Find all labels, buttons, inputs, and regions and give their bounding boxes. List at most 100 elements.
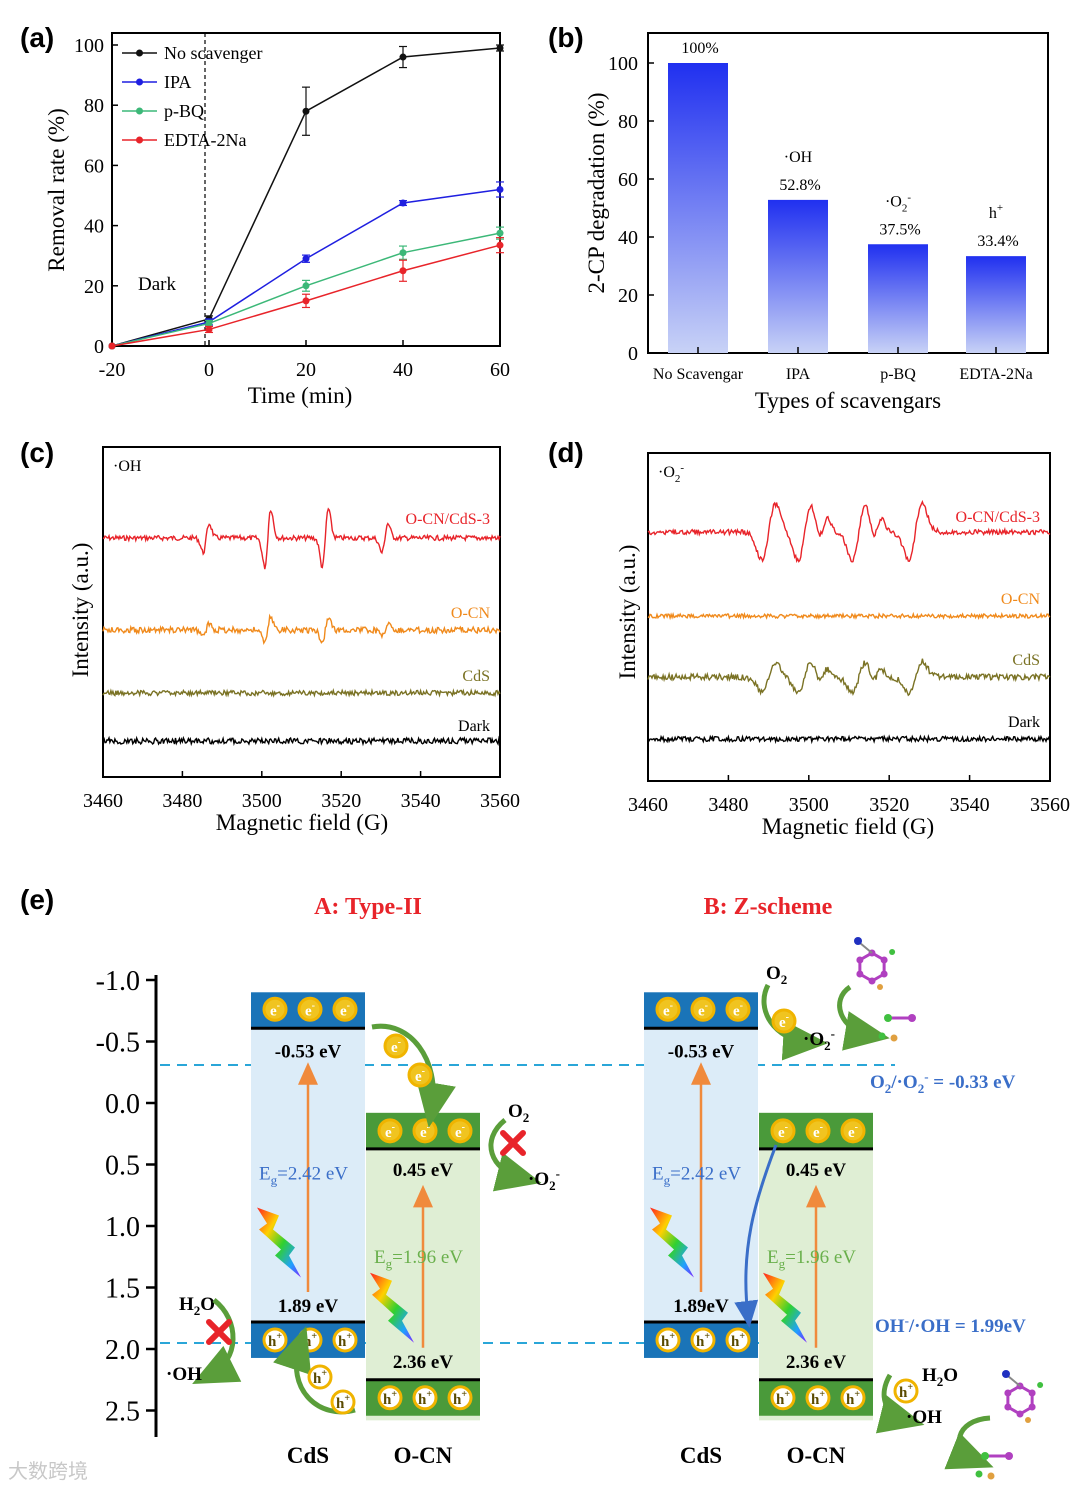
- reduction-arrow: [488, 1118, 542, 1192]
- bar-ipa: [768, 199, 828, 353]
- electron-icon: [407, 1062, 433, 1088]
- axis-xlabel-d: Magnetic field (G): [762, 814, 934, 839]
- title-type-ii: A: Type-II: [314, 894, 422, 920]
- ytick-label-b: 60: [618, 169, 638, 191]
- electron-icon: [655, 996, 681, 1022]
- bar-p-bq: [868, 244, 928, 353]
- legend-label: p-BQ: [164, 101, 204, 121]
- xtick-label-a: 40: [393, 359, 413, 381]
- axis-ylabel-c: Intensity (a.u.): [68, 543, 93, 678]
- o2-potential-label: O2/·O2- = -0.33 eV: [870, 1069, 1016, 1096]
- data-point: [302, 107, 310, 115]
- trace-label: CdS: [1012, 652, 1040, 669]
- cds-label: CdS: [680, 1443, 722, 1468]
- species-label: ·O2-: [885, 191, 911, 214]
- legend-label: No scavenger: [164, 43, 262, 63]
- water-label: H2O: [922, 1365, 958, 1389]
- carrier-symbol: e-: [385, 1122, 395, 1141]
- potential-tick-label: 0.0: [105, 1089, 140, 1120]
- series-edta-2na: [108, 237, 504, 350]
- electron-icon: [383, 1033, 409, 1059]
- panel-e-label: (e): [20, 884, 54, 915]
- ocn-label: O-CN: [394, 1443, 453, 1468]
- plot-frame-b: [647, 32, 1049, 354]
- degradation-products-icon: [975, 1452, 1013, 1480]
- data-point: [205, 325, 213, 333]
- blocked-icon: [206, 1319, 232, 1345]
- reduction-arrow: [761, 983, 828, 1061]
- trace-label: O-CN/CdS-3: [956, 509, 1040, 526]
- potential-tick-label: 2.0: [105, 1335, 140, 1366]
- oxidation-arrow: [875, 1373, 925, 1434]
- hole-icon: [893, 1378, 919, 1404]
- ocn-vb-value: 2.36 eV: [786, 1352, 846, 1373]
- ytick-label-a: 60: [84, 155, 104, 177]
- ytick-label-b: 20: [618, 285, 638, 307]
- legend-marker: [136, 49, 143, 57]
- water-label: H2O: [179, 1294, 215, 1318]
- carrier-symbol: e-: [779, 1012, 789, 1031]
- axis-xlabel-b: Types of scavengars: [755, 388, 941, 413]
- epr-trace-dark: [102, 735, 501, 747]
- value-label: 37.5%: [879, 221, 920, 238]
- electron-transfer-arrow: [371, 1023, 456, 1128]
- axis-xlabel-c: Magnetic field (G): [216, 810, 388, 835]
- ytick-label-b: 0: [628, 343, 638, 365]
- hole-icon: [655, 1327, 681, 1353]
- hydroxyl-label: ·OH: [906, 1407, 942, 1428]
- data-point: [496, 229, 504, 237]
- cds-vb-value: 1.89 eV: [278, 1296, 338, 1317]
- axis-ylabel-d: Intensity (a.u.): [615, 545, 640, 680]
- carrier-symbol: e-: [848, 1122, 858, 1141]
- legend-marker: [136, 107, 143, 115]
- data-point: [399, 249, 407, 257]
- data-point: [302, 282, 310, 290]
- category-label: IPA: [786, 366, 811, 383]
- chlorophenol-molecule-icon: [854, 937, 896, 990]
- ytick-label-a: 100: [74, 35, 104, 57]
- hole-icon: [840, 1385, 866, 1411]
- oxygen-label: O2: [508, 1101, 529, 1125]
- data-point: [399, 53, 407, 61]
- panel-b-bar-chart: (b) 0 20 40 60 80 100 No Scavengar 100% IPA 52.8…: [548, 22, 1049, 413]
- panel-a-label: (a): [20, 22, 54, 53]
- ocn-label: O-CN: [787, 1443, 846, 1468]
- series-no-scavenger: [108, 44, 504, 350]
- hole-icon: [412, 1385, 438, 1411]
- ocn-vb-value: 2.36 eV: [393, 1352, 453, 1373]
- z-scheme-recombination-arrow: [734, 1144, 778, 1328]
- panel-c-label: (c): [20, 437, 54, 468]
- data-point: [399, 267, 407, 275]
- ytick-label-a: 40: [84, 216, 104, 238]
- series-ipa: [108, 181, 504, 350]
- axis-ylabel-a: Removal rate (%): [44, 108, 69, 271]
- bar-no-scavengar: [668, 63, 728, 353]
- axis-xlabel-a: Time (min): [248, 383, 353, 408]
- electron-icon: [332, 996, 358, 1022]
- epr-trace-o-cn: [102, 613, 501, 645]
- species-label: h+: [989, 202, 1003, 222]
- xtick-label-epr: 3500: [789, 794, 829, 816]
- epr-trace-o-cn-cds-3: [102, 507, 501, 570]
- oxygen-label: O2: [766, 963, 787, 987]
- xtick-label-epr: 3460: [83, 790, 123, 812]
- electron-icon: [840, 1118, 866, 1144]
- panel-d-label: (d): [548, 437, 584, 468]
- electron-icon: [725, 996, 751, 1022]
- blocked-icon: [500, 1130, 526, 1156]
- degradation-arrow: [944, 1415, 994, 1470]
- potential-tick-label: 2.5: [105, 1397, 140, 1428]
- xtick-label-epr: 3540: [950, 794, 990, 816]
- dark-annotation: Dark: [138, 274, 176, 295]
- electron-icon: [262, 996, 288, 1022]
- plot-frame-c: [102, 446, 501, 778]
- xtick-label-a: -20: [99, 359, 126, 381]
- electron-icon: [771, 1008, 797, 1034]
- electron-icon: [690, 996, 716, 1022]
- potential-tick-label: -0.5: [96, 1028, 140, 1059]
- hole-icon: [770, 1385, 796, 1411]
- value-label: 100%: [681, 40, 718, 57]
- ytick-label-a: 20: [84, 276, 104, 298]
- watermark: 大数跨境: [8, 1460, 88, 1483]
- hole-icon: [805, 1385, 831, 1411]
